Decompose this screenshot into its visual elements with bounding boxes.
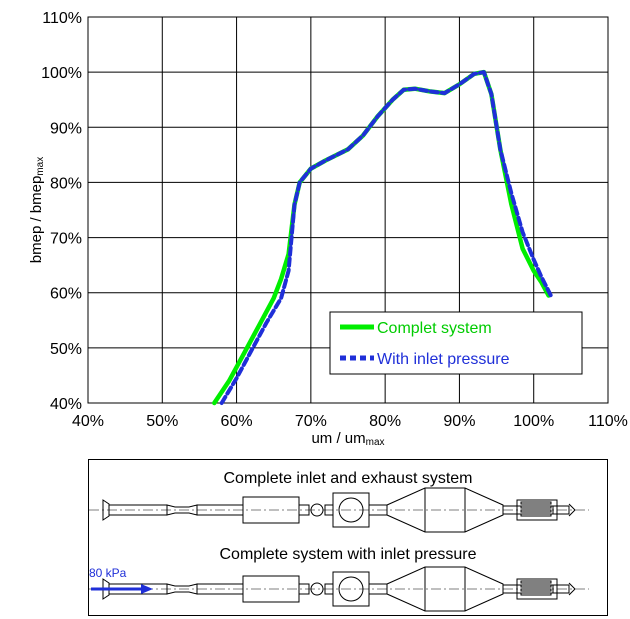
x-tick-label: 70% [295,413,327,430]
x-tick-label: 110% [588,413,628,430]
x-tick-label: 40% [72,413,104,430]
x-tick-label: 60% [221,413,253,430]
y-tick-label: 100% [41,65,82,82]
y-tick-label: 70% [50,231,82,248]
x-tick-label: 50% [146,413,178,430]
x-tick-label: 80% [369,413,401,430]
x-tick-label: 100% [513,413,554,430]
y-tick-label: 90% [50,120,82,137]
inlet-pressure-arrow [91,584,153,594]
system-schematic: Complete inlet and exhaust system Comple… [88,459,608,616]
pressure-label: 80 kPa [89,566,127,580]
schematic-title-top: Complete inlet and exhaust system [223,470,473,487]
y-tick-label: 60% [50,286,82,303]
y-tick-labels: 40% 50% 60% 70% 80% 90% 100% 110% [41,10,82,413]
x-tick-label: 90% [443,413,475,430]
y-tick-label: 50% [50,341,82,358]
series-lines [212,69,553,406]
line-chart: 40% 50% 60% 70% 80% 90% 100% 110% 40% 50% 60% 70% 8… [28,10,628,448]
pipe-diagrams [89,487,589,612]
x-tick-labels: 40% 50% 60% 70% 80% 90% 100% 110% [72,413,628,430]
y-tick-label: 110% [42,10,82,27]
series-line-with-inlet-pressure [219,70,553,405]
legend-label-complet: Complet system [377,320,492,337]
plot-area [87,16,609,404]
pipe-diagram-bottom [89,566,589,612]
pipe-diagram-top [89,487,589,533]
legend-box [329,311,583,375]
schematic-title-bottom: Complete system with inlet pressure [219,546,477,563]
y-axis-label: bmep / bmepmax [28,157,46,263]
y-tick-label: 80% [50,175,82,192]
x-axis-label: um / ummax [311,430,384,448]
legend: Complet system With inlet pressure [329,311,583,375]
y-tick-label: 40% [50,396,82,413]
legend-label-inlet: With inlet pressure [377,351,510,368]
